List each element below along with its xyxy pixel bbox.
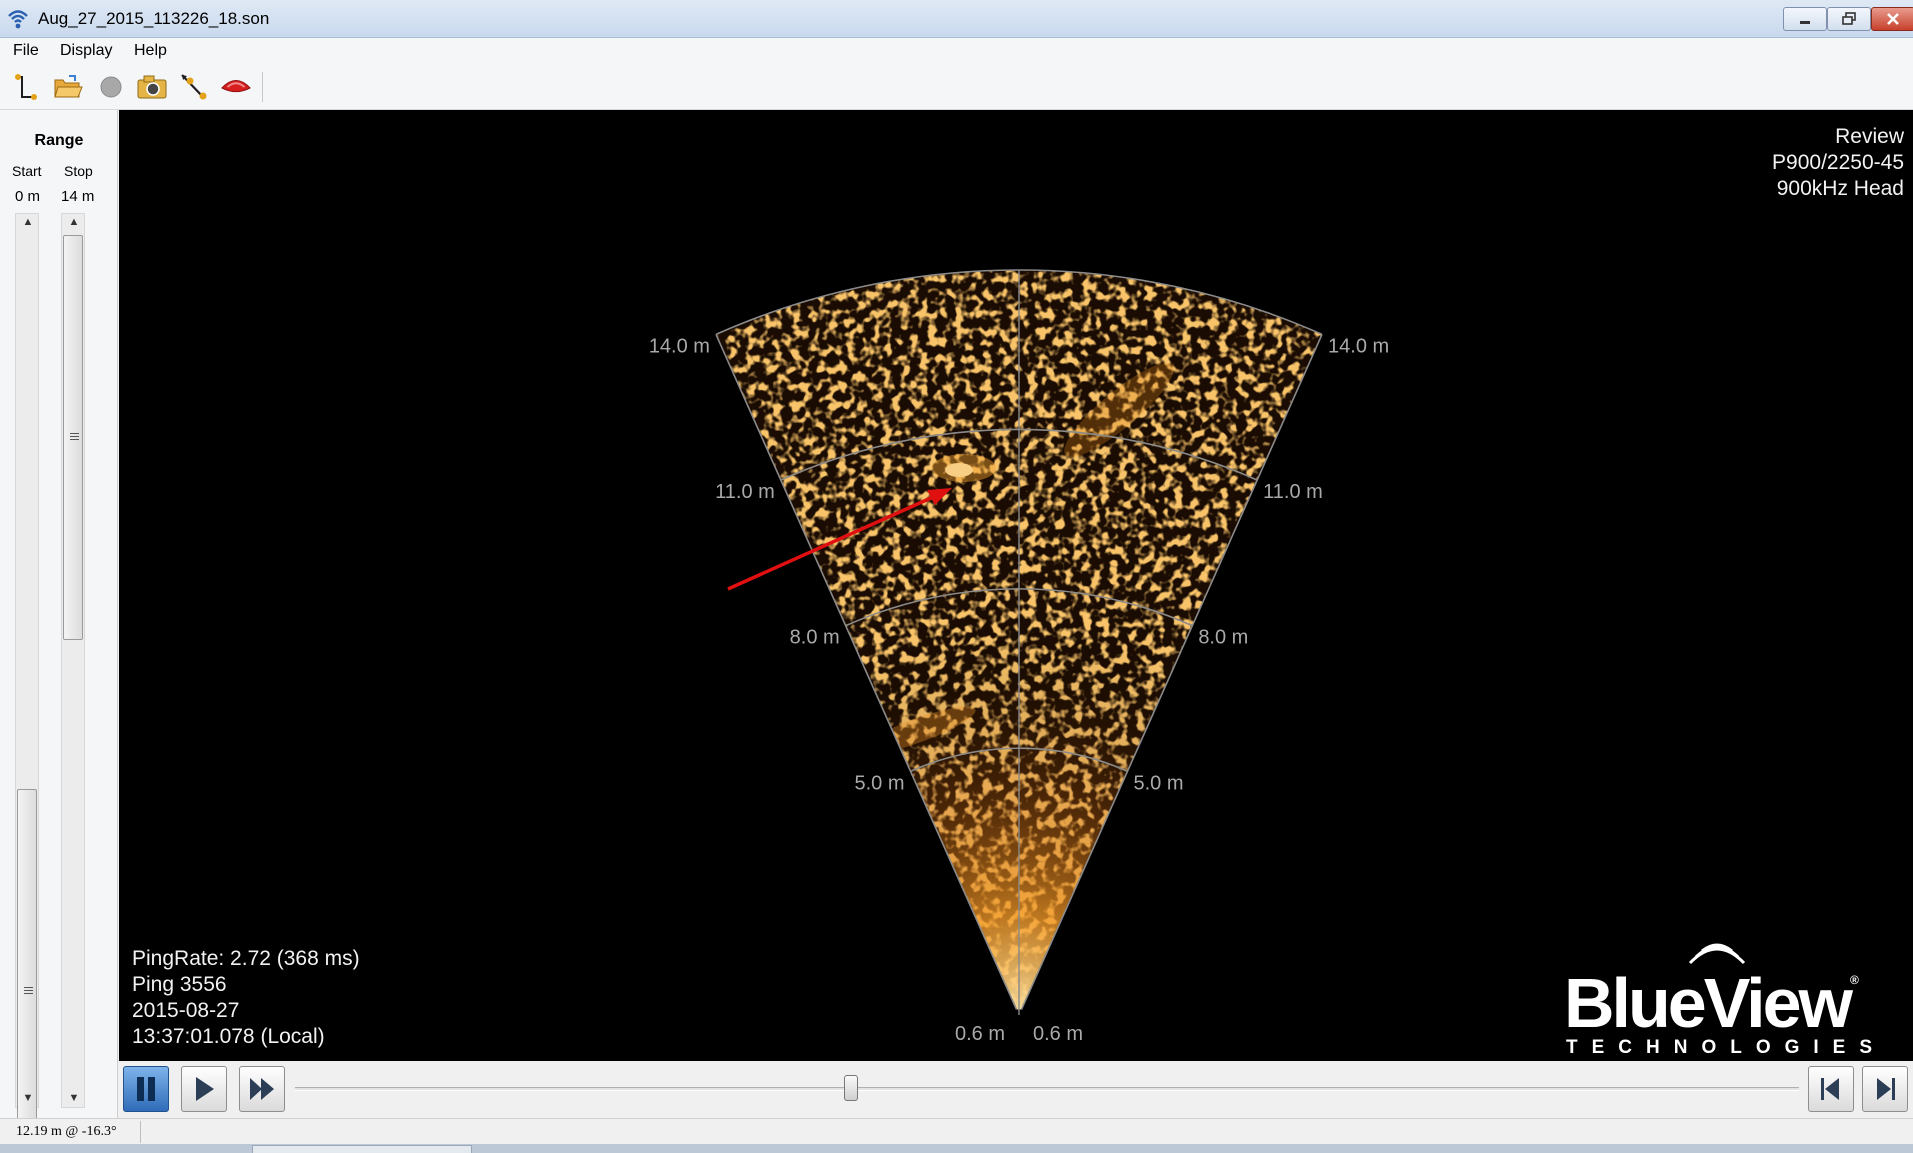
grip-icon <box>70 433 79 440</box>
range-panel: Range Start Stop 0 m 14 m ▲ ▼ ▲ ▼ <box>0 110 118 1153</box>
step-back-icon <box>1821 1078 1839 1100</box>
range-stop-slider-thumb[interactable] <box>63 235 83 640</box>
status-divider <box>140 1121 141 1143</box>
fast-forward-icon <box>250 1078 274 1100</box>
bright-target-echo <box>945 463 973 477</box>
step-forward-icon <box>1877 1078 1895 1100</box>
play-button[interactable] <box>181 1066 227 1112</box>
open-folder-icon <box>54 75 83 98</box>
range-label-left: 14.0 m <box>649 335 710 357</box>
menu-file[interactable]: File <box>13 42 39 59</box>
ping-number: Ping 3556 <box>132 973 227 996</box>
restore-button[interactable] <box>1827 7 1871 31</box>
pause-button[interactable] <box>123 1066 169 1112</box>
ping-rate: PingRate: 2.72 (368 ms) <box>132 947 360 970</box>
range-start-slider-thumb[interactable] <box>17 789 37 1153</box>
range-ring <box>780 428 1258 481</box>
fan-left-edge <box>715 334 1018 1010</box>
close-icon <box>1887 13 1899 25</box>
range-label-left: 5.0 m <box>854 772 904 794</box>
sonar-info-panel: Review P900/2250-45 900kHz Head <box>1772 124 1904 202</box>
fast-forward-button[interactable] <box>239 1066 285 1112</box>
cursor-readout: 12.19 m @ -16.3° <box>16 1124 117 1139</box>
sonar-model: P900/2250-45 <box>1772 151 1904 174</box>
logo-wordmark: BlueView® <box>1564 964 1859 1042</box>
toolbar <box>0 64 1913 110</box>
sonar-head-button[interactable] <box>220 72 252 102</box>
range-grid <box>715 269 1323 1015</box>
menu-bar: File Display Help <box>0 38 1913 64</box>
status-bar: 12.19 m @ -16.3° <box>0 1118 1913 1144</box>
taskbar-button[interactable] <box>252 1145 472 1153</box>
range-labels: 14.0 m 14.0 m 11.0 m 11.0 m 8.0 m 8.0 m 5.0 m 5… <box>649 335 1389 1045</box>
sonar-head-icon <box>221 79 251 93</box>
range-stop-slider[interactable]: ▲ ▼ <box>61 213 85 1108</box>
pause-icon <box>137 1077 155 1101</box>
restore-icon <box>1842 12 1856 25</box>
window-title: Aug_27_2015_113226_18.son <box>38 9 270 28</box>
toolbar-separator <box>262 72 263 102</box>
range-label-right: 14.0 m <box>1328 335 1389 357</box>
stop-slider-down-arrow-icon[interactable]: ▼ <box>68 1092 80 1104</box>
start-slider-down-arrow-icon[interactable]: ▼ <box>22 1092 34 1104</box>
playback-timeline[interactable] <box>295 1087 1799 1091</box>
start-slider-up-arrow-icon[interactable]: ▲ <box>22 216 34 228</box>
ping-date: 2015-08-27 <box>132 999 240 1022</box>
range-label-right: 8.0 m <box>1198 627 1248 649</box>
connect-button[interactable] <box>10 72 42 102</box>
snapshot-button[interactable] <box>136 72 168 102</box>
ping-time: 13:37:01.078 (Local) <box>132 1025 325 1048</box>
annotation-arrow-line <box>727 491 943 591</box>
menu-display[interactable]: Display <box>60 42 113 59</box>
connect-icon <box>15 74 37 100</box>
menu-help[interactable]: Help <box>134 42 167 59</box>
range-ring <box>910 747 1128 773</box>
grip-icon <box>24 987 33 994</box>
fan-right-edge <box>1020 334 1323 1010</box>
sonar-head: 900kHz Head <box>1776 177 1904 200</box>
range-ring <box>845 588 1193 627</box>
title-bar: Aug_27_2015_113226_18.son <box>0 0 1913 38</box>
blueview-logo: BlueView® TECHNOLOGIES <box>1564 925 1884 1058</box>
range-start-label: Start <box>12 163 42 179</box>
playback-bar <box>119 1061 1913 1118</box>
ping-info-panel: PingRate: 2.72 (368 ms) Ping 3556 2015-0… <box>132 946 360 1050</box>
range-label-right: 11.0 m <box>1263 481 1323 503</box>
range-start-value: 0 m <box>15 188 41 205</box>
step-forward-button[interactable] <box>1862 1066 1908 1112</box>
camera-icon <box>137 75 167 99</box>
playback-timeline-thumb[interactable] <box>844 1075 859 1101</box>
range-stop-value: 14 m <box>61 188 95 205</box>
range-stop-label: Stop <box>64 163 93 179</box>
minimize-icon <box>1800 21 1810 24</box>
play-icon <box>196 1077 214 1101</box>
sonar-viewer[interactable]: 14.0 m 14.0 m 11.0 m 11.0 m 8.0 m 8.0 m 5.0 m 5… <box>119 110 1913 1061</box>
range-label-near-right: 0.6 m <box>1033 1023 1083 1045</box>
logo-wave-icon <box>1688 943 1746 965</box>
logo-subtitle: TECHNOLOGIES <box>1566 1037 1887 1058</box>
range-start-slider[interactable]: ▲ ▼ <box>15 213 39 1153</box>
annotation-arrowhead <box>927 488 952 505</box>
sonar-fan-display: 14.0 m 14.0 m 11.0 m 11.0 m 8.0 m 8.0 m 5.0 m 5… <box>649 269 1389 1045</box>
close-button[interactable] <box>1871 7 1913 31</box>
range-label-left: 11.0 m <box>715 481 775 503</box>
range-label-right: 5.0 m <box>1133 772 1183 794</box>
sonar-echo-image <box>715 269 1323 1010</box>
sonar-mode: Review <box>1835 125 1904 148</box>
open-button[interactable] <box>52 72 84 102</box>
record-icon <box>100 76 122 98</box>
minimize-button[interactable] <box>1783 7 1827 31</box>
range-ring <box>715 269 1323 336</box>
stop-slider-up-arrow-icon[interactable]: ▲ <box>68 216 80 228</box>
range-label-near-left: 0.6 m <box>955 1023 1005 1045</box>
record-button[interactable] <box>95 72 127 102</box>
range-label-left: 8.0 m <box>790 627 840 649</box>
step-back-button[interactable] <box>1808 1066 1854 1112</box>
measure-button[interactable] <box>178 72 210 102</box>
app-wifi-icon <box>8 10 28 29</box>
taskbar-strip <box>0 1144 1913 1153</box>
measure-icon <box>181 74 207 100</box>
range-title: Range <box>34 132 84 149</box>
